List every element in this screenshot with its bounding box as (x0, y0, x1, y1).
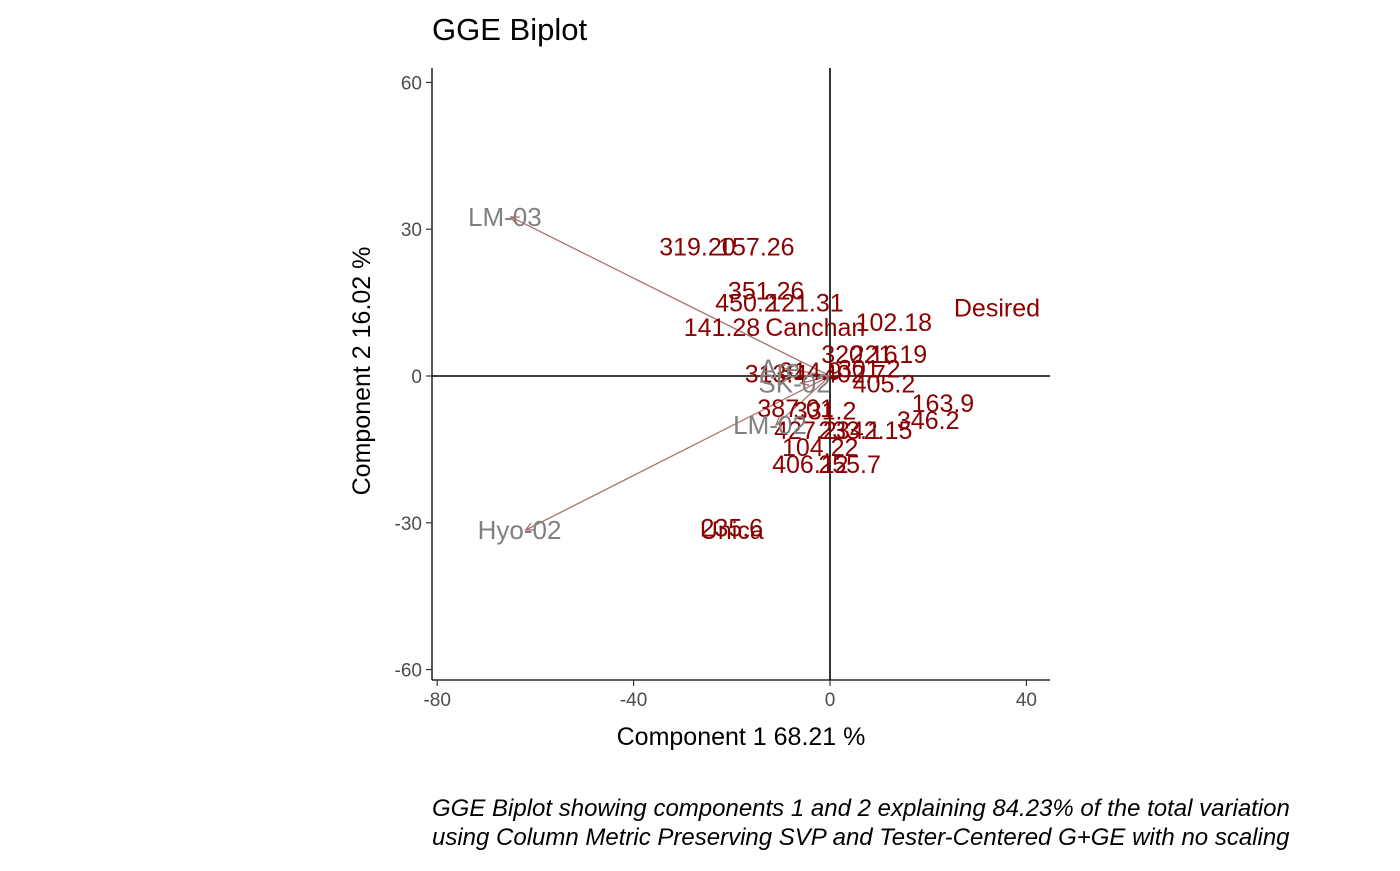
genotype-label: Desired (954, 294, 1040, 322)
y-tick-label: 60 (401, 73, 422, 94)
genotype-label: 351.26 (728, 277, 804, 305)
genotype-label: 301.2 (838, 356, 901, 384)
genotype-label: 233.1 (818, 417, 881, 445)
y-tick-label: -30 (395, 514, 422, 535)
genotype-label: 402.7 (823, 361, 886, 389)
genotype-label: 104.22 (782, 434, 858, 462)
y-axis-label: Component 2 16.02 % (348, 247, 376, 496)
environment-vector-arrowhead (509, 216, 520, 225)
environment-vector-arrowhead (774, 416, 785, 426)
genotype-label: 342.15 (836, 417, 912, 445)
environment-vector (525, 375, 831, 531)
genotype-label: 314.9 (779, 358, 842, 386)
x-tick-label: -40 (620, 690, 647, 711)
environment-label: SK-02 (758, 368, 830, 398)
genotype-label: 405.2 (853, 370, 916, 398)
environment-label: Are (760, 354, 800, 384)
environment-vector-arrowhead (799, 377, 810, 386)
genotype-label: 141.28 (684, 314, 760, 342)
genotype-label: 319.20 (659, 233, 735, 261)
environment-vector (510, 216, 831, 377)
environment-label: LM-03 (468, 202, 542, 232)
genotype-label: 387.01 (757, 395, 833, 423)
environment-label: Hyo-02 (478, 515, 562, 545)
genotype-label: 406.12 (772, 451, 848, 479)
chart-title: GGE Biplot (432, 12, 587, 47)
environment-vector-arrowhead (784, 365, 795, 375)
environment-vector (775, 375, 831, 426)
x-tick-label: -80 (423, 690, 450, 711)
genotype-label: 235.6 (701, 515, 764, 543)
environment-vector-arrowhead (524, 522, 535, 531)
genotype-label: 255.7 (818, 451, 881, 479)
caption-line-1: GGE Biplot showing components 1 and 2 ex… (432, 795, 1290, 822)
caption-line-2: using Column Metric Preserving SVP and T… (432, 824, 1290, 851)
x-tick-label: 0 (825, 690, 836, 711)
y-tick-label: 30 (401, 220, 422, 241)
genotype-label: 320.16 (821, 341, 897, 369)
genotype-label: Canchan (765, 314, 865, 342)
genotype-label: 102.18 (856, 309, 932, 337)
genotype-label: 346.2 (897, 407, 960, 435)
environment-vector (800, 375, 831, 384)
y-tick-label: -60 (395, 661, 422, 682)
genotype-label: 427.2 (774, 417, 837, 445)
x-tick-label: 40 (1016, 690, 1037, 711)
y-tick-label: 0 (411, 367, 422, 388)
genotype-label: 331.2 (794, 397, 857, 425)
genotype-label: 163.9 (912, 390, 975, 418)
genotype-label: 450.2 (715, 290, 778, 318)
genotype-label: 121.31 (767, 290, 843, 318)
genotype-label: 313.4 (745, 361, 808, 389)
x-axis-label: Component 1 68.21 % (617, 723, 866, 751)
genotype-label: 221.19 (851, 341, 927, 369)
genotype-label: 157.26 (718, 233, 794, 261)
genotype-label: Unica (700, 517, 764, 545)
environment-vector (785, 368, 831, 377)
environment-label: LM-02 (733, 410, 807, 440)
